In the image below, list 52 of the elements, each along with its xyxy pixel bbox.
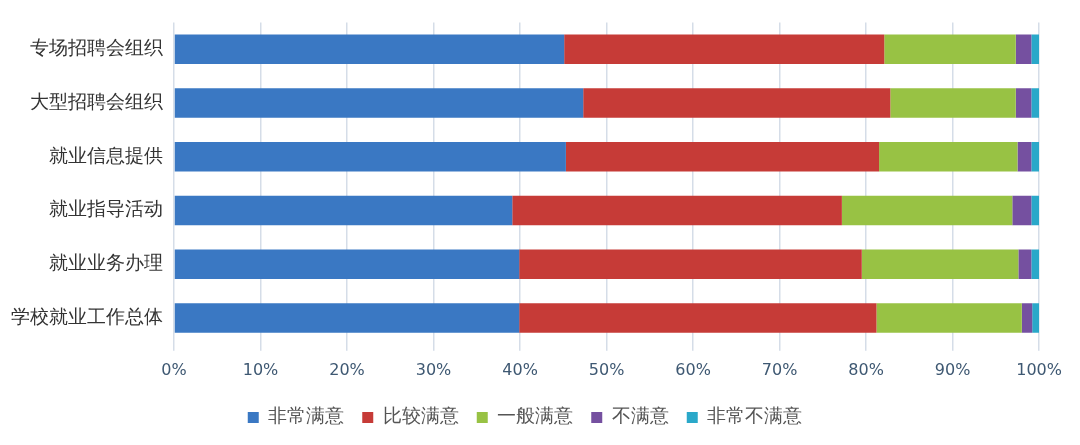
bar	[861, 249, 1019, 279]
bar	[174, 303, 520, 333]
bar	[519, 303, 877, 333]
bar	[1015, 88, 1032, 118]
legend-label: 非常不满意	[707, 404, 803, 427]
bar	[1015, 34, 1032, 65]
bar	[512, 195, 842, 226]
x-tick-label: 40%	[502, 359, 538, 379]
y-tick-label: 大型招聘会组织	[30, 89, 163, 112]
legend-label: 比较满意	[382, 404, 459, 427]
bar	[1021, 303, 1033, 333]
legend-label: 一般满意	[497, 404, 574, 427]
bar	[519, 249, 862, 279]
bar	[841, 195, 1013, 226]
bar	[890, 88, 1016, 118]
bar	[1031, 34, 1040, 65]
y-tick-label: 就业指导活动	[49, 197, 163, 220]
bar	[174, 249, 520, 279]
y-tick-label: 就业业务办理	[49, 251, 163, 274]
bar	[564, 34, 885, 65]
y-tick-label: 专场招聘会组织	[30, 36, 163, 59]
bar	[876, 303, 1022, 333]
x-tick-label: 30%	[415, 359, 452, 379]
x-tick-label: 70%	[761, 359, 798, 379]
legend-label: 不满意	[611, 404, 669, 427]
x-tick-label: 50%	[588, 359, 625, 379]
bar	[1031, 88, 1040, 118]
bar	[1032, 303, 1040, 333]
bar	[1031, 141, 1040, 172]
x-tick-label: 80%	[848, 359, 884, 379]
y-tick-label: 就业信息提供	[49, 143, 163, 166]
bar	[174, 195, 513, 226]
bar	[1018, 249, 1032, 279]
x-tick-label: 10%	[242, 359, 279, 379]
bar	[1031, 249, 1040, 279]
bar	[174, 141, 566, 172]
x-tick-label: 90%	[934, 359, 971, 379]
legend-label: 非常满意	[268, 404, 345, 427]
bar	[583, 88, 891, 118]
bar	[174, 34, 565, 65]
x-tick-label: 0%	[161, 359, 187, 379]
bar	[1017, 141, 1032, 172]
x-tick-label: 20%	[329, 359, 365, 379]
bar	[879, 141, 1018, 172]
bar	[1031, 195, 1040, 226]
x-tick-label: 60%	[675, 359, 711, 379]
bar	[565, 141, 880, 172]
bar	[1012, 195, 1032, 226]
x-tick-label: 100%	[1016, 359, 1062, 379]
y-tick-label: 学校就业工作总体	[11, 304, 163, 327]
bar	[174, 88, 584, 118]
bar	[884, 34, 1016, 65]
